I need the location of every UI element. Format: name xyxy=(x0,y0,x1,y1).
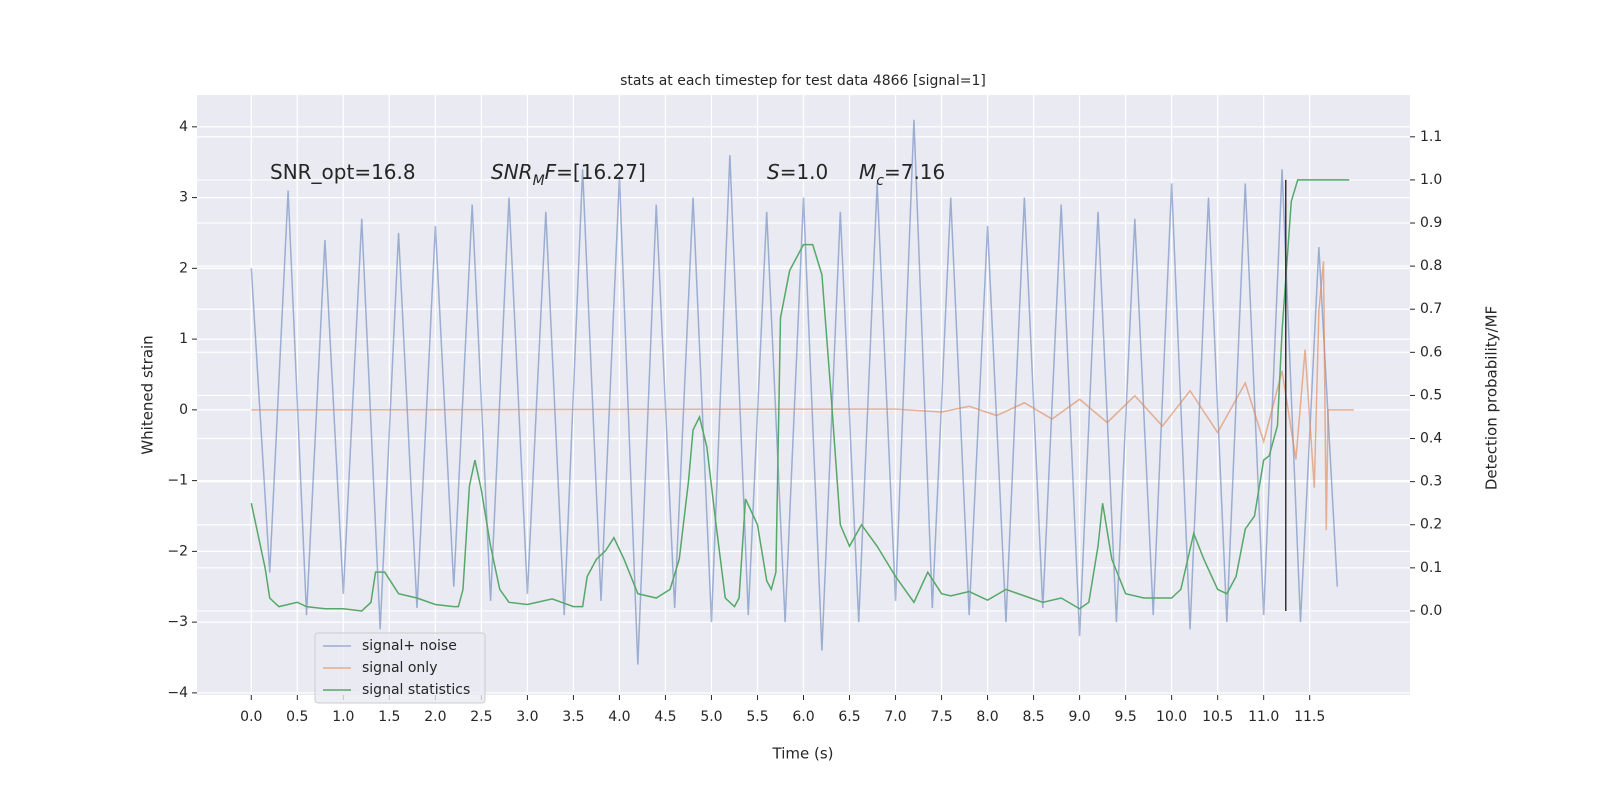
y-tick-label: −2 xyxy=(167,543,188,559)
y2-axis-label: Detection probability/MF xyxy=(1483,306,1501,490)
y-tick-label: 4 xyxy=(179,119,188,135)
y2-tick-label: 0.0 xyxy=(1420,603,1442,619)
annotation-part: M xyxy=(859,160,876,184)
x-tick-label: 10.0 xyxy=(1156,709,1187,725)
annotation-part: =7.16 xyxy=(884,160,945,184)
y2-tick-label: 0.8 xyxy=(1420,258,1442,274)
x-tick-label: 8.5 xyxy=(1022,709,1044,725)
x-tick-label: 11.0 xyxy=(1248,709,1279,725)
x-tick-label: 6.0 xyxy=(792,709,814,725)
legend-label: signal statistics xyxy=(362,682,470,698)
x-tick-label: 8.0 xyxy=(976,709,998,725)
legend-box xyxy=(314,632,486,704)
y2-tick-label: 0.2 xyxy=(1420,517,1442,533)
annotation: S=1.0 xyxy=(767,160,828,184)
annotation-part: =1.0 xyxy=(780,160,829,184)
y2-tick-label: 0.4 xyxy=(1420,431,1442,447)
x-tick-label: 7.0 xyxy=(884,709,906,725)
x-tick-label: 2.0 xyxy=(424,709,446,725)
x-tick-label: 3.0 xyxy=(516,709,538,725)
legend-label: signal+ noise xyxy=(362,638,457,654)
x-tick-label: 5.5 xyxy=(746,709,768,725)
y2-tick-label: 0.7 xyxy=(1420,301,1442,317)
y-tick-label: −1 xyxy=(167,473,188,489)
y-tick-label: 0 xyxy=(179,402,188,418)
x-tick-label: 2.5 xyxy=(470,709,492,725)
x-tick-label: 4.5 xyxy=(654,709,676,725)
x-tick-label: 11.5 xyxy=(1294,709,1325,725)
annotation-part: c xyxy=(876,173,884,189)
series-line xyxy=(250,179,1350,612)
x-tick-label: 6.5 xyxy=(838,709,860,725)
annotation-part: M xyxy=(533,173,545,189)
annotation-part: SNR xyxy=(491,160,533,184)
x-tick-label: 9.5 xyxy=(1114,709,1136,725)
y2-tick-label: 1.0 xyxy=(1420,172,1442,188)
y-tick-label: 2 xyxy=(179,260,188,276)
x-tick-label: 9.0 xyxy=(1068,709,1090,725)
y2-tick-label: 0.6 xyxy=(1420,344,1442,360)
y2-tick-label: 1.1 xyxy=(1420,129,1442,145)
series-line xyxy=(251,261,1354,531)
annotation-part: SNR_opt=16.8 xyxy=(270,160,416,184)
y-tick-label: −4 xyxy=(167,685,188,701)
x-tick-label: 10.5 xyxy=(1202,709,1233,725)
y2-tick-label: 0.5 xyxy=(1420,387,1442,403)
y2-tick-label: 0.9 xyxy=(1420,215,1442,231)
annotation-part: F xyxy=(545,160,557,184)
x-axis-label: Time (s) xyxy=(772,745,834,763)
annotation: SNR_opt=16.8 xyxy=(270,160,416,184)
x-tick-label: 3.5 xyxy=(562,709,584,725)
x-tick-label: 0.5 xyxy=(286,709,308,725)
y-axis-label: Whitened strain xyxy=(139,335,157,454)
y-tick-label: 3 xyxy=(179,190,188,206)
x-tick-label: 7.5 xyxy=(930,709,952,725)
y-tick-label: −3 xyxy=(167,614,188,630)
x-tick-label: 5.0 xyxy=(700,709,722,725)
annotation: SNRMF=[16.27] xyxy=(491,160,646,190)
y-tick-label: 1 xyxy=(179,331,188,347)
legend-label: signal only xyxy=(362,660,437,676)
x-tick-label: 4.0 xyxy=(608,709,630,725)
x-tick-label: 0.0 xyxy=(240,709,262,725)
chart-title: stats at each timestep for test data 486… xyxy=(620,73,986,89)
y2-tick-label: 0.3 xyxy=(1420,474,1442,490)
y2-tick-label: 0.1 xyxy=(1420,560,1442,576)
annotation-part: =[16.27] xyxy=(556,160,646,184)
annotation-part: S xyxy=(767,160,780,184)
x-tick-label: 1.5 xyxy=(378,709,400,725)
x-tick-label: 1.0 xyxy=(332,709,354,725)
annotation: Mc=7.16 xyxy=(859,160,945,190)
